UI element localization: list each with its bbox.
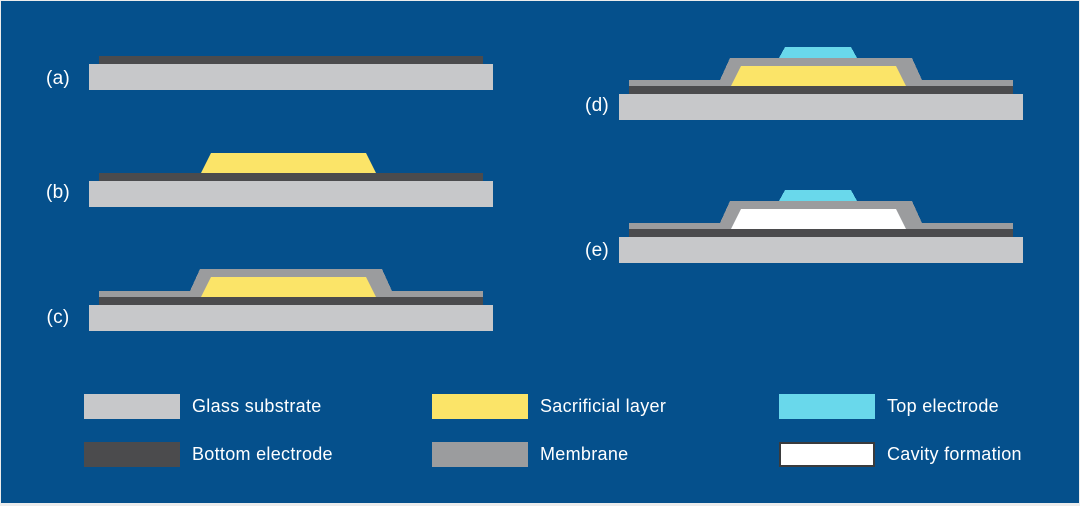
legend-label: Glass substrate <box>192 396 322 416</box>
step-b-label: (b) <box>45 182 71 203</box>
bottom-electrode-layer <box>99 297 483 305</box>
legend-item-sacrificial-layer: Sacrificial layer <box>432 394 666 419</box>
legend-label: Cavity formation <box>887 444 1022 464</box>
step-a-diagram <box>89 56 493 90</box>
glass-substrate-layer <box>619 94 1023 120</box>
sacrificial-layer-swatch <box>432 394 528 419</box>
step-b-diagram <box>89 153 493 207</box>
glass-substrate-layer <box>89 64 493 90</box>
bottom-electrode-swatch <box>84 442 180 467</box>
bottom-electrode-layer <box>99 173 483 181</box>
top-electrode-swatch <box>779 394 875 419</box>
legend-label: Bottom electrode <box>192 444 333 464</box>
legend-label: Sacrificial layer <box>540 396 667 416</box>
step-d-label: (d) <box>584 95 610 116</box>
step-e-diagram <box>619 190 1023 263</box>
step-e-label: (e) <box>584 240 610 261</box>
legend-item-bottom-electrode: Bottom electrode <box>84 442 333 467</box>
glass-substrate-swatch <box>84 394 180 419</box>
cavity-formation-swatch <box>779 442 875 467</box>
bottom-electrode-layer <box>629 86 1013 94</box>
bottom-electrode-layer <box>629 229 1013 237</box>
step-c-diagram <box>89 269 493 331</box>
legend-label: Membrane <box>540 444 629 464</box>
legend-item-glass-substrate: Glass substrate <box>84 394 322 419</box>
cavity-layer <box>731 209 906 229</box>
step-d-diagram <box>619 47 1023 120</box>
legend-item-cavity-formation: Cavity formation <box>779 442 1022 467</box>
legend-item-top-electrode: Top electrode <box>779 394 999 419</box>
legend-label: Top electrode <box>887 396 999 416</box>
step-c-label: (c) <box>46 307 70 328</box>
sacrificial-layer <box>201 277 376 297</box>
glass-substrate-layer <box>619 237 1023 263</box>
legend-item-membrane: Membrane <box>432 442 628 467</box>
sacrificial-layer <box>731 66 906 86</box>
step-a-label: (a) <box>45 68 71 89</box>
top-electrode-layer <box>779 47 857 58</box>
top-electrode-layer <box>779 190 857 201</box>
glass-substrate-layer <box>89 181 493 207</box>
membrane-swatch <box>432 442 528 467</box>
glass-substrate-layer <box>89 305 493 331</box>
bottom-electrode-layer <box>99 56 483 64</box>
sacrificial-layer <box>201 153 376 173</box>
